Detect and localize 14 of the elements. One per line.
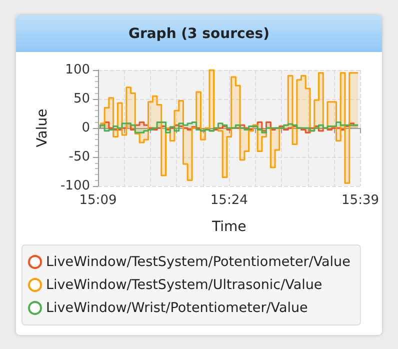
legend-label: LiveWindow/Wrist/Potentiometer/Value: [46, 300, 308, 316]
y-tick-label: 50: [73, 92, 90, 106]
legend-label: LiveWindow/TestSystem/Ultrasonic/Value: [46, 277, 322, 293]
y-tick-label: -100: [60, 178, 90, 194]
x-axis-title: Time: [211, 219, 246, 235]
chart-title: Graph (3 sources): [16, 15, 382, 52]
y-tick-label: -50: [68, 150, 90, 164]
x-tick-label: 15:09: [79, 193, 117, 208]
y-tick-label: 0: [82, 120, 90, 136]
y-tick-label: 100: [65, 62, 90, 78]
x-tick-label: 15:24: [210, 193, 248, 208]
legend-label: LiveWindow/TestSystem/Potentiometer/Value: [46, 254, 350, 270]
x-tick-label: 15:39: [342, 193, 379, 208]
y-axis-title: Value: [34, 108, 51, 148]
